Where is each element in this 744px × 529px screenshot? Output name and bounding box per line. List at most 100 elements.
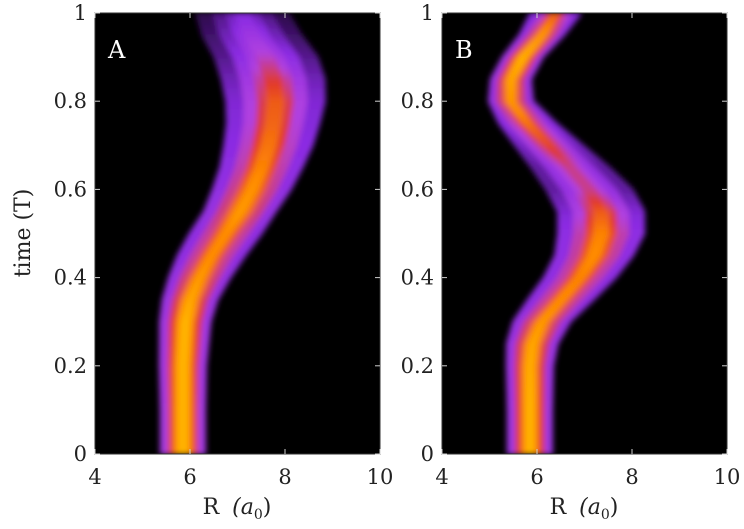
- panel-a-density-cell: [178, 435, 188, 440]
- panel-a-density-cell: [256, 156, 272, 161]
- panel-b-density-cell: [513, 108, 523, 113]
- panel-a-density-cell: [201, 261, 214, 266]
- panel-b-density-cell: [525, 384, 535, 389]
- panel-a-density-cell: [254, 162, 270, 167]
- panel-b-density-cell: [506, 87, 515, 92]
- panel-a-density-cell: [180, 321, 190, 326]
- panel-a-density-cell: [196, 270, 209, 275]
- panel-a-density-cell: [184, 300, 195, 305]
- panel-b-density-cell: [527, 342, 537, 347]
- panel-b-density-cell: [525, 399, 535, 404]
- panel-a-density-cell: [239, 24, 257, 29]
- panel-b-density-cell: [527, 45, 535, 50]
- panel-a-density-cell: [184, 297, 196, 302]
- panel-b-density-cell: [557, 294, 570, 299]
- panel-b-density-cell: [540, 141, 554, 146]
- panel-b-density-cell: [507, 81, 515, 86]
- panel-a-density-cell: [230, 213, 244, 218]
- panel-a-density-cell: [266, 102, 285, 107]
- panel-a-density-cell: [178, 402, 188, 407]
- panel-a-density-cell: [261, 69, 281, 74]
- panel-b-density-cell: [562, 288, 575, 293]
- panel-b-density-cell: [549, 303, 562, 308]
- panel-a-density-cell: [178, 438, 188, 443]
- panel-b-ticks: 4 6 8 10 0 0.2 0.4 0.6 0.8 1: [401, 1, 741, 489]
- panel-a-xlabel-unit-close: ): [263, 495, 272, 520]
- panel-a-density-cell: [205, 252, 219, 257]
- panel-b-xlabel: R (a0): [550, 495, 619, 523]
- panel-b-density-cell: [515, 111, 525, 116]
- panel-b-density-cell: [525, 423, 535, 428]
- panel-b-density-cell: [537, 318, 549, 323]
- panel-a-density-cell: [226, 219, 241, 224]
- panel-a-density-cell: [237, 201, 252, 206]
- panel-b-density-cell: [512, 66, 521, 71]
- panel-a-density-cell: [265, 111, 283, 116]
- panel-b-density-cell: [542, 24, 552, 29]
- panel-a-density-cell: [182, 309, 193, 314]
- panel-b-density-cell: [525, 411, 535, 416]
- panel-b-density-cell: [507, 78, 515, 83]
- panel-a-density-cell: [257, 57, 277, 62]
- panel-a-density-cell: [202, 258, 215, 263]
- panel-b-density-cell: [559, 291, 573, 296]
- panel-b-ytick-label: 0: [421, 442, 434, 466]
- panel-a-frame: [94, 12, 381, 455]
- panel-b-density-cell: [511, 105, 521, 110]
- panel-b-density-cell: [573, 177, 589, 182]
- panel-b-density-cell: [525, 420, 535, 425]
- panel-b-density-cell: [525, 387, 535, 392]
- panel-a-density-cell: [253, 165, 269, 170]
- panel-a-density-cell: [249, 174, 265, 179]
- panel-a-density-band: [158, 13, 326, 454]
- panel-b-density-cell: [525, 447, 535, 452]
- panel-a-density-cell: [240, 27, 259, 32]
- panel-b-density-cell: [526, 351, 536, 356]
- panel-a-density-cell: [258, 147, 276, 152]
- panel-b-density-cell: [525, 429, 535, 434]
- panel-a-density-cell: [178, 426, 188, 431]
- panel-b-density-cell: [552, 153, 566, 158]
- panel-b-density-cell: [550, 13, 560, 17]
- panel-b-ytick-label: 0.8: [401, 89, 434, 113]
- panel-b-density-cell: [525, 438, 535, 443]
- panel-b-density-cell: [579, 264, 594, 269]
- panel-a-density-cell: [183, 303, 194, 308]
- panel-a-density-cell: [241, 192, 257, 197]
- panel-a-density-cell: [252, 48, 272, 53]
- panel-a-density-cell: [180, 324, 190, 329]
- panel-b-density-cell: [506, 93, 515, 98]
- panel-a-ytick-label: 1: [74, 1, 87, 25]
- panel-a-label: A: [107, 36, 126, 64]
- panel-b-density-cell: [528, 339, 539, 344]
- panel-b-density-cell: [526, 354, 536, 359]
- panel-a-ytick-label: 0.2: [54, 354, 87, 378]
- panel-b-density-cell: [525, 375, 535, 380]
- panel-b-density-cell: [517, 114, 528, 119]
- panel-b-density-cell: [526, 357, 536, 362]
- panel-a-density-cell: [178, 417, 188, 422]
- panel-b-density-cell: [569, 279, 583, 284]
- panel-a-density-cell: [194, 273, 207, 278]
- panel-a-density-cell: [248, 177, 264, 182]
- panel-a-density-cell: [192, 279, 204, 284]
- panel-a-density-cell: [264, 81, 284, 86]
- panel-b-density-cell: [537, 33, 546, 38]
- panel-a-xlabel-unit: (a: [232, 495, 254, 520]
- panel-b-density-cell: [587, 198, 604, 203]
- panel-b-density-cell: [552, 300, 565, 305]
- panel-a-density-cell: [178, 441, 188, 446]
- panel-b-density-cell: [588, 201, 605, 206]
- panel-b-density-cell: [535, 321, 547, 326]
- panel-a-density-cell: [265, 93, 285, 98]
- panel-b-density-cell: [554, 297, 567, 302]
- panel-b-density-cell: [525, 390, 535, 395]
- panel-a-density-cell: [180, 318, 191, 323]
- panel-b-density-cell: [593, 216, 610, 221]
- panel-a-density-cell: [178, 396, 188, 401]
- panel-a-density-cell: [187, 291, 198, 296]
- panel-b-density-cell: [525, 408, 535, 413]
- panel-a-ylabel: time (T): [11, 189, 36, 278]
- panel-a-density-cell: [255, 159, 271, 164]
- panel-b-density-cell: [544, 309, 557, 314]
